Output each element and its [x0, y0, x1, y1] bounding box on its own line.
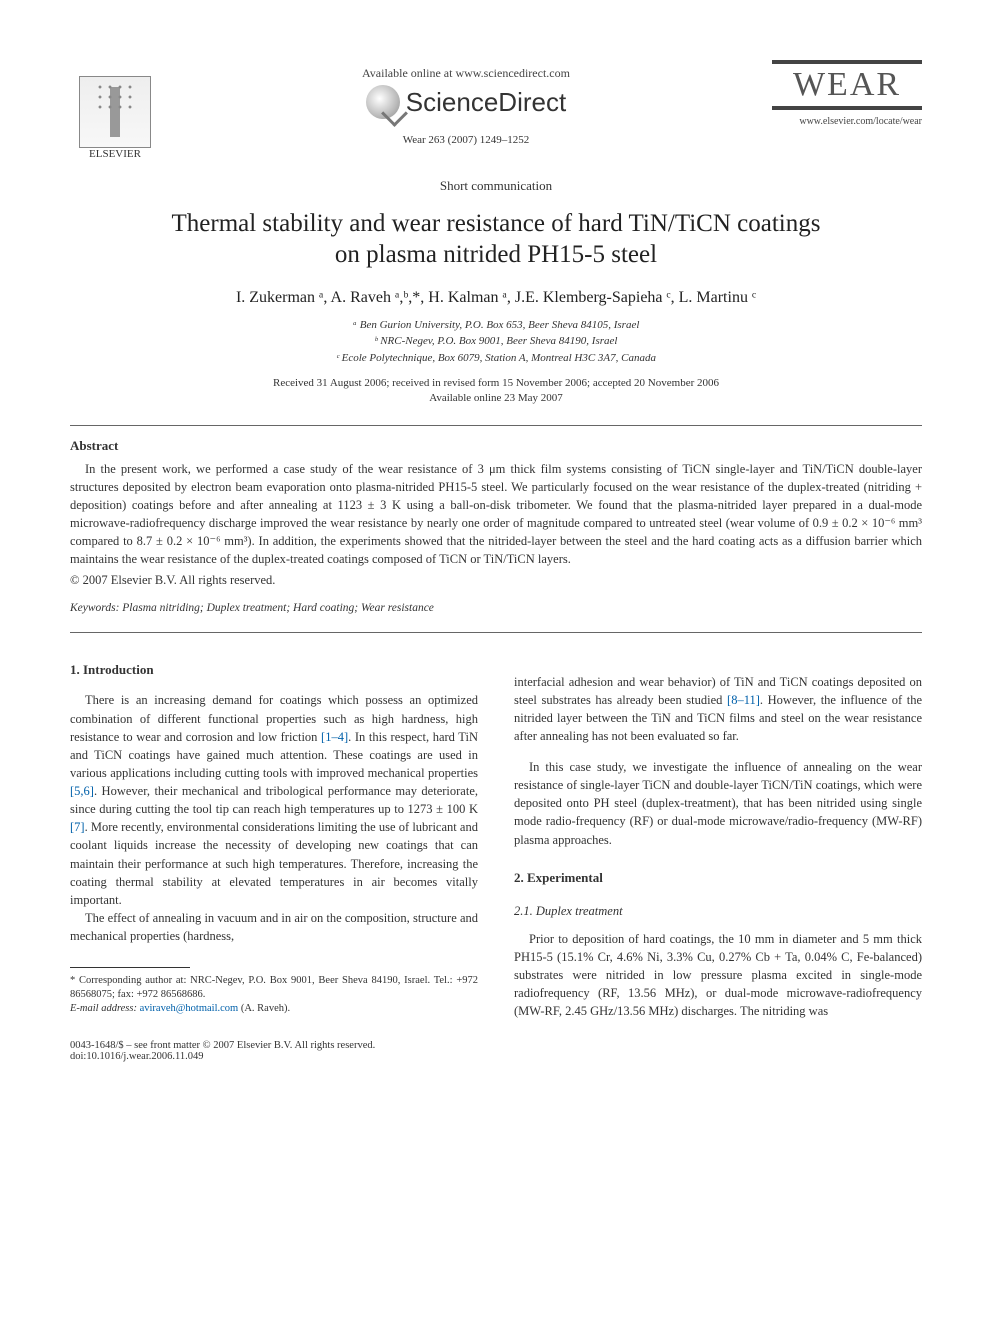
dates-received: Received 31 August 2006; received in rev…	[70, 376, 922, 391]
page-footer: 0043-1648/$ – see front matter © 2007 El…	[70, 1040, 922, 1062]
journal-url[interactable]: www.elsevier.com/locate/wear	[772, 116, 922, 127]
corresponding-author-footnote: * Corresponding author at: NRC-Negev, P.…	[70, 974, 478, 1017]
footer-doi: doi:10.1016/j.wear.2006.11.049	[70, 1051, 922, 1062]
author-list: I. Zukerman ᵃ, A. Raveh ᵃ,ᵇ,*, H. Kalman…	[70, 289, 922, 307]
intro-paragraph-3: In this case study, we investigate the i…	[514, 758, 922, 849]
affiliation-c: ᶜ Ecole Polytechnique, Box 6079, Station…	[70, 350, 922, 367]
intro-paragraph-2: The effect of annealing in vacuum and in…	[70, 909, 478, 945]
article-page: ELSEVIER Available online at www.science…	[0, 0, 992, 1102]
email-line: E-mail address: aviraveh@hotmail.com (A.…	[70, 1002, 478, 1016]
ref-link-8-11[interactable]: [8–11]	[727, 693, 760, 707]
keywords-values: Plasma nitriding; Duplex treatment; Hard…	[119, 602, 434, 614]
intro-p1-text-c: . However, their mechanical and tribolog…	[70, 784, 478, 816]
journal-title: WEAR	[772, 60, 922, 110]
sciencedirect-label: ScienceDirect	[406, 87, 566, 118]
available-online-line: Available online at www.sciencedirect.co…	[160, 66, 772, 81]
footer-copyright: 0043-1648/$ – see front matter © 2007 El…	[70, 1040, 922, 1051]
article-type: Short communication	[70, 178, 922, 194]
intro-continued: interfacial adhesion and wear behavior) …	[514, 673, 922, 746]
affiliation-b: ᵇ NRC-Negev, P.O. Box 9001, Beer Sheva 8…	[70, 333, 922, 350]
title-line-1: Thermal stability and wear resistance of…	[172, 210, 821, 237]
right-column: interfacial adhesion and wear behavior) …	[514, 661, 922, 1021]
keywords-line: Keywords: Plasma nitriding; Duplex treat…	[70, 602, 922, 614]
abstract-heading: Abstract	[70, 438, 922, 454]
left-column: 1. Introduction There is an increasing d…	[70, 661, 478, 1021]
sciencedirect-icon	[366, 85, 400, 119]
section-1-heading: 1. Introduction	[70, 661, 478, 680]
section-2-heading: 2. Experimental	[514, 869, 922, 888]
center-header: Available online at www.sciencedirect.co…	[160, 60, 772, 146]
page-header: ELSEVIER Available online at www.science…	[70, 60, 922, 160]
divider-bottom	[70, 632, 922, 633]
keywords-label: Keywords:	[70, 602, 119, 614]
intro-p1-text-d: . More recently, environmental considera…	[70, 820, 478, 907]
email-link[interactable]: aviraveh@hotmail.com	[137, 1003, 238, 1014]
elsevier-tree-icon	[79, 76, 151, 148]
footnote-separator	[70, 967, 190, 968]
article-title: Thermal stability and wear resistance of…	[70, 208, 922, 271]
title-line-2: on plasma nitrided PH15-5 steel	[335, 241, 657, 268]
section-2-1-heading: 2.1. Duplex treatment	[514, 902, 922, 920]
dates-online: Available online 23 May 2007	[70, 391, 922, 406]
abstract-text: In the present work, we performed a case…	[70, 460, 922, 569]
journal-logo: WEAR www.elsevier.com/locate/wear	[772, 60, 922, 127]
elsevier-logo: ELSEVIER	[70, 60, 160, 160]
affiliation-a: ᵃ Ben Gurion University, P.O. Box 653, B…	[70, 317, 922, 334]
ref-link-1-4[interactable]: [1–4]	[321, 730, 348, 744]
body-columns: 1. Introduction There is an increasing d…	[70, 661, 922, 1021]
elsevier-label: ELSEVIER	[89, 148, 141, 160]
affiliations: ᵃ Ben Gurion University, P.O. Box 653, B…	[70, 317, 922, 367]
corr-author-text: * Corresponding author at: NRC-Negev, P.…	[70, 974, 478, 1002]
ref-link-7[interactable]: [7]	[70, 820, 85, 834]
abstract-copyright: © 2007 Elsevier B.V. All rights reserved…	[70, 573, 922, 588]
sec-2-1-paragraph: Prior to deposition of hard coatings, th…	[514, 930, 922, 1021]
intro-paragraph-1: There is an increasing demand for coatin…	[70, 691, 478, 909]
email-label: E-mail address:	[70, 1003, 137, 1014]
journal-reference: Wear 263 (2007) 1249–1252	[160, 134, 772, 146]
ref-link-5-6[interactable]: [5,6]	[70, 784, 94, 798]
article-dates: Received 31 August 2006; received in rev…	[70, 376, 922, 407]
email-tail: (A. Raveh).	[238, 1003, 290, 1014]
sciencedirect-logo: ScienceDirect	[366, 85, 566, 119]
divider-top	[70, 425, 922, 426]
